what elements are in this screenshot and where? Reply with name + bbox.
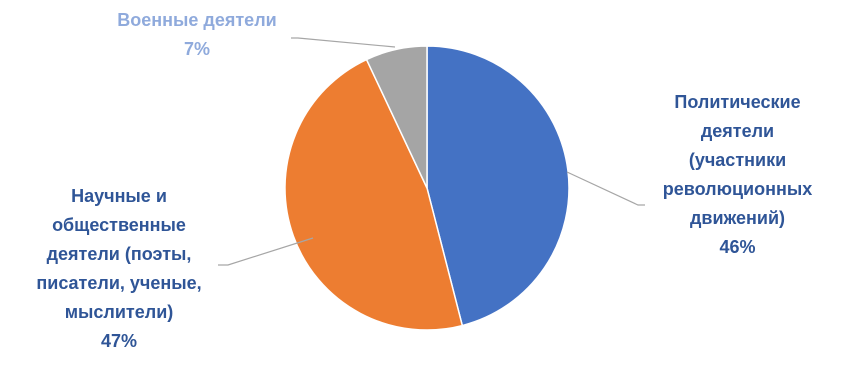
label-percent: 46% (719, 237, 756, 257)
label-category-line: Военные деятели (117, 10, 277, 30)
label-scientific-public: Научные и общественные деятели (поэты, писа… (0, 182, 238, 356)
label-political: Политические деятели (участники революционн… (625, 88, 850, 262)
label-category-line: деятели (700, 121, 775, 141)
label-percent: 7% (183, 39, 210, 59)
label-category-line: деятели (поэты, (46, 244, 192, 264)
leader-line (291, 37, 396, 48)
label-military: Военные деятели 7% (82, 6, 312, 64)
label-category-line: мыслители) (64, 302, 174, 322)
label-category-line: общественные (52, 215, 186, 235)
label-category-line: Научные и (71, 186, 167, 206)
leader-line (218, 237, 314, 266)
leader-line (566, 171, 645, 206)
slice-scientific-public (284, 58, 464, 331)
label-category-line: (участники (688, 150, 787, 170)
label-category-line: Политические (674, 92, 801, 112)
label-category-line: движений) (689, 208, 786, 228)
label-category-line: писатели, ученые, (36, 273, 202, 293)
label-percent: 47% (100, 331, 138, 351)
slice-political (426, 45, 570, 327)
label-category-line: революционных (662, 179, 813, 199)
slice-military (365, 45, 428, 189)
